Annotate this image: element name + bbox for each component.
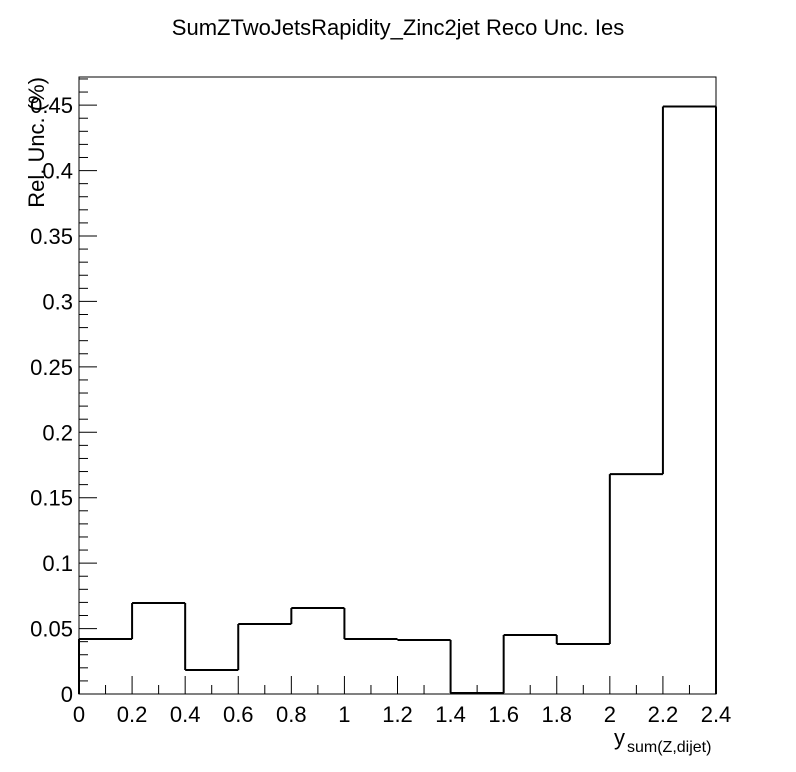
x-tick-label: 0.6 [223, 702, 254, 727]
x-tick-label: 1 [338, 702, 350, 727]
x-tick-label: 2.2 [648, 702, 679, 727]
y-tick-label: 0.3 [42, 289, 73, 314]
y-tick-label: 0.15 [30, 486, 73, 511]
x-tick-label: 0.4 [170, 702, 201, 727]
y-tick-label: 0.45 [30, 93, 73, 118]
y-tick-label: 0.35 [30, 224, 73, 249]
y-tick-label: 0.05 [30, 617, 73, 642]
x-tick-label: 0.8 [276, 702, 307, 727]
x-axis-label-subscript: sum(Z,dijet) [627, 739, 711, 756]
x-tick-label: 1.6 [488, 702, 519, 727]
x-axis-label: y [614, 725, 625, 750]
y-tick-label: 0.1 [42, 551, 73, 576]
x-tick-label: 0.2 [117, 702, 148, 727]
x-tick-label: 1.2 [382, 702, 413, 727]
x-tick-label: 1.8 [541, 702, 572, 727]
chart-title: SumZTwoJetsRapidity_Zinc2jet Reco Unc. I… [172, 15, 624, 40]
x-tick-label: 1.4 [435, 702, 466, 727]
y-tick-label: 0.2 [42, 420, 73, 445]
y-tick-label: 0.25 [30, 355, 73, 380]
x-tick-label: 0 [73, 702, 85, 727]
y-axis-label: Rel. Unc. (%) [24, 77, 49, 208]
x-tick-label: 2.4 [701, 702, 732, 727]
y-tick-label: 0 [61, 682, 73, 707]
y-tick-label: 0.4 [42, 159, 73, 184]
x-tick-label: 2 [604, 702, 616, 727]
